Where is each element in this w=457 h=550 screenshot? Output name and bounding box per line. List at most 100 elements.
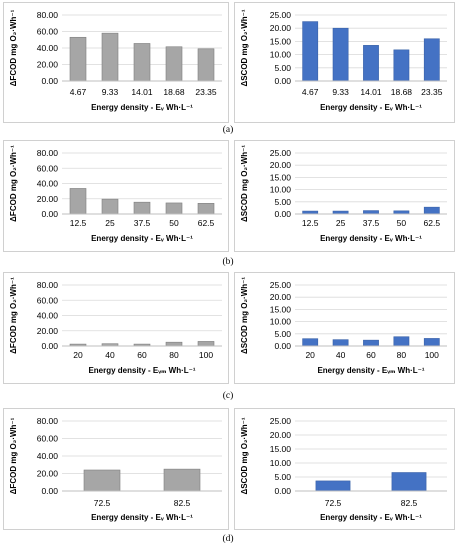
caption-c: (c)	[222, 391, 234, 401]
y-tick-label: 0.00	[274, 209, 291, 219]
chart-b-left: 0.00 20.00 40.00 60.00 80.00 12.5 25 37.5 50 62.5…	[9, 145, 222, 243]
chart-a-left: 0.00 20.00 40.00 60.00 80.00 4.67 9.33 14.01 18.…	[9, 9, 222, 112]
y-tick-label: 25.00	[270, 416, 292, 426]
chart-panel-d-left: 0.00 20.00 40.00 60.00 80.00 72.5 82.5 ΔFCOD mg…	[3, 408, 229, 530]
caption-d: (d)	[222, 534, 234, 544]
x-axis-label: Energy density - Eᵥₘ Wh·L⁻¹	[317, 366, 424, 375]
y-tick-label: 80.00	[37, 10, 59, 20]
x-axis-label: Energy density - Eᵥₘ Wh·L⁻¹	[88, 366, 195, 375]
x-tick-label: 50	[397, 218, 407, 228]
y-tick-label: 40.00	[37, 179, 59, 189]
x-tick-label: 62.5	[198, 218, 215, 228]
chart-panel-c-right: 0.00 5.00 10.00 15.00 20.00 25.00 20 40 60 80 100 Δ…	[234, 272, 455, 384]
chart-panel-c-left: 0.00 20.00 40.00 60.00 80.00 20 40 60 80 100 ΔFCOD…	[3, 272, 229, 384]
y-tick-label: 60.00	[37, 295, 59, 305]
y-axis-label: ΔSCOD mg O₂·Wh⁻¹	[240, 277, 249, 354]
x-tick-label: 18.68	[163, 87, 185, 97]
y-tick-label: 60.00	[37, 27, 59, 37]
y-tick-label: 0.00	[41, 76, 58, 86]
bar	[101, 198, 119, 215]
chart-panel-a-left: 0.00 20.00 40.00 60.00 80.00 4.67 9.33 14.01 18.…	[3, 2, 229, 123]
x-tick-label: 100	[425, 350, 439, 360]
bar	[393, 49, 410, 82]
y-tick-label: 0.00	[41, 341, 58, 351]
x-axis-label: Energy density - Eᵥ Wh·L⁻¹	[91, 234, 193, 243]
chart-c-right: 0.00 5.00 10.00 15.00 20.00 25.00 20 40 60 80 100 Δ…	[240, 277, 447, 375]
chart-d-right: 0.00 5.00 10.00 15.00 20.00 25.00 72.5 82.5 ΔSCO…	[240, 416, 447, 522]
x-tick-label: 60	[366, 350, 376, 360]
bar	[363, 210, 379, 215]
x-tick-label: 82.5	[174, 498, 191, 508]
y-tick-label: 20.00	[270, 430, 292, 440]
x-tick-label: 12.5	[70, 218, 87, 228]
x-tick-label: 80	[397, 350, 407, 360]
x-tick-label: 37.5	[363, 218, 380, 228]
bar	[302, 21, 319, 82]
chart-c-left: 0.00 20.00 40.00 60.00 80.00 20 40 60 80 100 ΔFCOD…	[9, 277, 222, 375]
x-tick-label: 62.5	[424, 218, 441, 228]
bar	[423, 206, 440, 215]
y-tick-label: 5.00	[274, 472, 291, 482]
y-axis-label: ΔFCOD mg O₂·Wh⁻¹	[9, 277, 18, 354]
x-tick-label: 14.01	[360, 87, 382, 97]
y-tick-label: 0.00	[41, 486, 58, 496]
y-tick-label: 20.00	[270, 292, 292, 302]
x-tick-label: 80	[169, 350, 179, 360]
y-tick-label: 15.00	[270, 36, 292, 46]
bar	[393, 336, 410, 347]
y-tick-label: 20.00	[37, 326, 59, 336]
bar	[163, 468, 201, 492]
x-axis-label: Energy density - Eᵥ Wh·L⁻¹	[91, 513, 193, 522]
x-tick-label: 25	[105, 218, 115, 228]
x-axis-label: Energy density - Eᵥ Wh·L⁻¹	[320, 103, 422, 112]
chart-panel-d-right: 0.00 5.00 10.00 15.00 20.00 25.00 72.5 82.5 ΔSCO…	[234, 408, 455, 530]
y-tick-label: 0.00	[41, 209, 58, 219]
bar	[83, 469, 121, 492]
bar	[302, 338, 319, 347]
bar	[165, 202, 183, 215]
bar	[391, 472, 427, 492]
y-tick-label: 0.00	[274, 341, 291, 351]
y-axis-label: ΔFCOD mg O₂·Wh⁻¹	[9, 417, 18, 494]
x-tick-label: 37.5	[134, 218, 151, 228]
x-tick-label: 12.5	[302, 218, 319, 228]
bar	[197, 48, 215, 82]
y-tick-label: 20.00	[37, 469, 59, 479]
y-axis-label: ΔSCOD mg O₂·Wh⁻¹	[240, 145, 249, 222]
y-tick-label: 15.00	[270, 444, 292, 454]
chart-panel-a-right: 0.00 5.00 10.00 15.00 20.00 25.00 4.67 9.33 14.0…	[234, 2, 455, 123]
y-tick-label: 40.00	[37, 451, 59, 461]
y-tick-label: 5.00	[274, 197, 291, 207]
bar	[197, 341, 215, 347]
y-axis-label: ΔFCOD mg O₂·Wh⁻¹	[9, 9, 18, 86]
y-tick-label: 20.00	[37, 60, 59, 70]
bar	[165, 46, 183, 82]
y-tick-label: 80.00	[37, 416, 59, 426]
bar	[69, 36, 87, 82]
y-tick-label: 80.00	[37, 280, 59, 290]
x-tick-label: 72.5	[325, 498, 342, 508]
bar	[69, 188, 87, 215]
y-axis-label: ΔSCOD mg O₂·Wh⁻¹	[240, 9, 249, 86]
y-tick-label: 25.00	[270, 148, 292, 158]
x-tick-label: 9.33	[332, 87, 349, 97]
bar	[133, 201, 151, 215]
y-tick-label: 15.00	[270, 172, 292, 182]
y-tick-label: 15.00	[270, 304, 292, 314]
x-tick-label: 40	[105, 350, 115, 360]
chart-b-right: 0.00 5.00 10.00 15.00 20.00 25.00 12.5 25 37.5 50…	[240, 145, 447, 243]
x-tick-label: 100	[199, 350, 213, 360]
y-tick-label: 40.00	[37, 311, 59, 321]
chart-panel-b-right: 0.00 5.00 10.00 15.00 20.00 25.00 12.5 25 37.5 50…	[234, 140, 455, 252]
y-tick-label: 10.00	[270, 458, 292, 468]
bar	[332, 27, 349, 82]
y-tick-label: 80.00	[37, 148, 59, 158]
y-tick-label: 5.00	[274, 63, 291, 73]
y-tick-label: 20.00	[270, 160, 292, 170]
y-tick-label: 20.00	[37, 194, 59, 204]
bar	[315, 480, 351, 492]
x-tick-label: 4.67	[302, 87, 319, 97]
chart-d-left: 0.00 20.00 40.00 60.00 80.00 72.5 82.5 ΔFCOD mg…	[9, 416, 222, 522]
y-axis-label: ΔFCOD mg O₂·Wh⁻¹	[9, 145, 18, 222]
chart-a-right: 0.00 5.00 10.00 15.00 20.00 25.00 4.67 9.33 14.0…	[240, 9, 447, 112]
